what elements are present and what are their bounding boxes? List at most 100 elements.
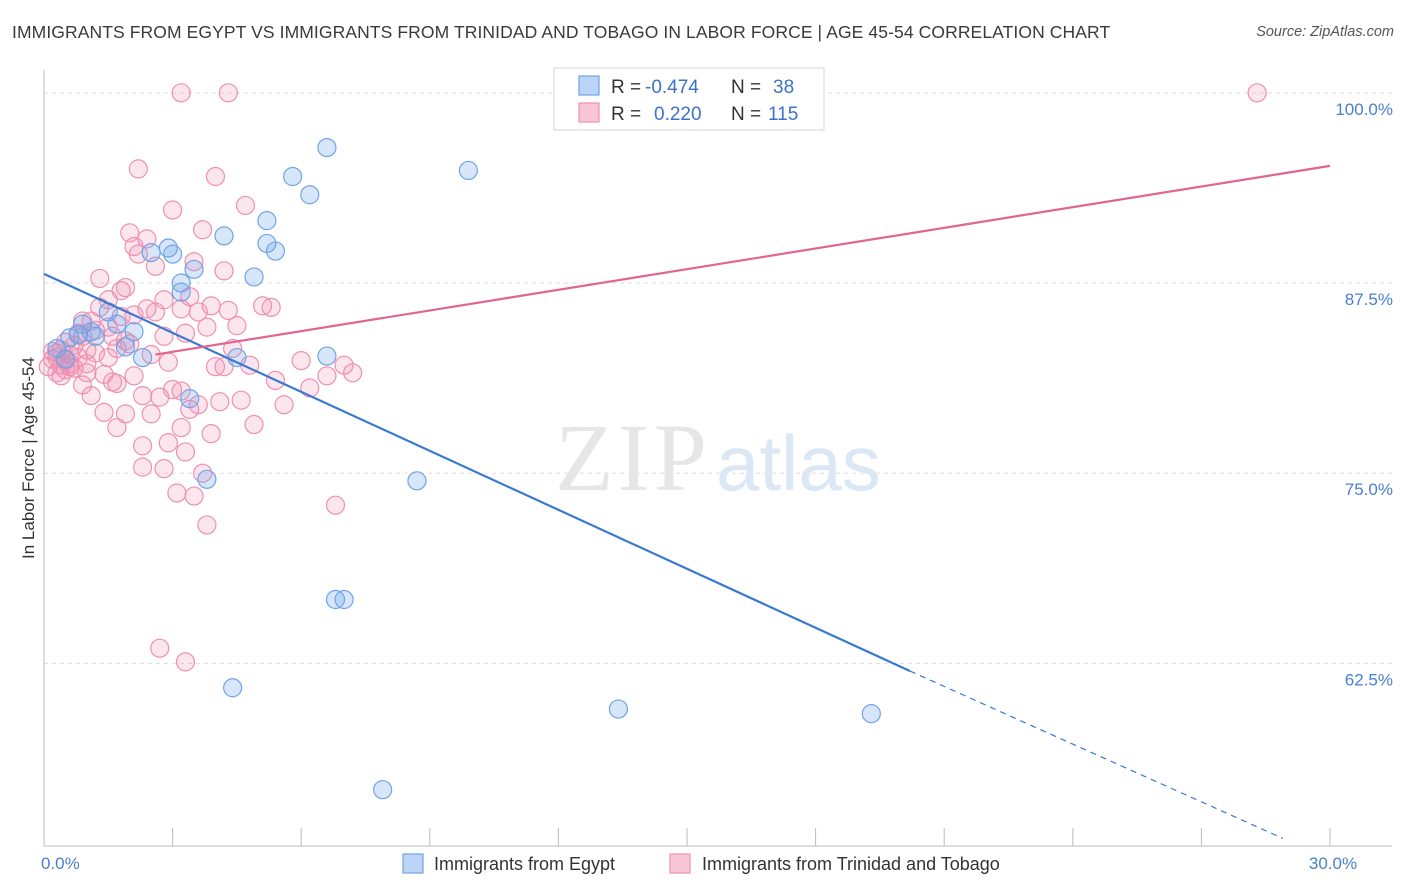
egypt-trend-line <box>43 272 911 673</box>
y-tick-label-3: 62.5% <box>1345 670 1393 689</box>
trinidad-point <box>107 417 127 438</box>
trinidad-point <box>132 457 153 477</box>
egypt-point <box>197 469 217 489</box>
bottom-legend-egypt-swatch <box>402 853 424 874</box>
legend-trinidad-r-label: R = <box>611 104 641 125</box>
egypt-point <box>244 267 264 287</box>
trinidad-point <box>300 378 320 398</box>
legend-egypt-swatch <box>578 75 600 96</box>
trinidad-point <box>210 392 230 412</box>
egypt-point <box>283 166 303 187</box>
trinidad-point <box>98 347 118 368</box>
trinidad-point <box>1247 83 1267 103</box>
bottom-legend-trinidad-swatch <box>669 853 691 874</box>
egypt-point <box>861 704 881 724</box>
bottom-legend-trinidad-label: Immigrants from Trinidad and Tobago <box>702 854 1000 874</box>
trinidad-point <box>141 404 161 424</box>
trinidad-point <box>102 326 123 346</box>
egypt-point <box>141 242 161 263</box>
trend-lines <box>43 164 1331 839</box>
trinidad-point <box>132 436 153 456</box>
trinidad-point <box>227 316 247 336</box>
x-tick-label-0: 0.0% <box>41 854 80 873</box>
legend-egypt-n-label: N = <box>731 77 761 98</box>
trinidad-point <box>175 442 196 462</box>
egypt-point <box>334 589 354 610</box>
egypt-point <box>223 678 243 698</box>
trinidad-point <box>218 83 238 103</box>
chart-title: IMMIGRANTS FROM EGYPT VS IMMIGRANTS FROM… <box>12 22 1111 42</box>
egypt-point <box>300 185 320 205</box>
egypt-point <box>608 699 629 719</box>
egypt-point <box>227 347 247 368</box>
egypt-point <box>180 389 200 409</box>
trinidad-point <box>115 404 136 424</box>
egypt-point <box>257 211 277 231</box>
trinidad-point <box>291 351 311 371</box>
legend-trinidad-n-value: 115 <box>768 104 798 125</box>
trinidad-point <box>171 417 191 438</box>
trinidad-point <box>197 317 217 337</box>
trinidad-point <box>124 366 144 386</box>
trinidad-point <box>167 483 187 503</box>
egypt-point <box>132 347 153 368</box>
egypt-point <box>107 314 127 334</box>
trinidad-point <box>154 459 174 479</box>
egypt-point <box>184 259 204 279</box>
egypt-trend-extension <box>909 670 1284 839</box>
legend-trinidad-n-label: N = <box>731 104 761 125</box>
trinidad-point <box>244 414 264 435</box>
trinidad-point <box>163 200 183 220</box>
trinidad-point <box>184 486 204 506</box>
trinidad-point <box>107 373 127 394</box>
egypt-point <box>265 241 286 261</box>
trinidad-point <box>235 195 256 216</box>
egypt-point <box>214 226 234 246</box>
egypt-point <box>163 244 183 264</box>
legend-egypt-r-label: R = <box>611 77 641 98</box>
egypt-points <box>47 138 881 800</box>
y-tick-label-0: 100.0% <box>1335 100 1393 119</box>
trinidad-point <box>115 277 136 298</box>
trinidad-point <box>90 268 110 289</box>
trinidad-point <box>193 220 213 240</box>
egypt-point <box>373 780 393 800</box>
trinidad-point <box>201 424 221 444</box>
trinidad-point <box>343 363 363 383</box>
trinidad-point <box>201 296 221 316</box>
egypt-point <box>124 322 144 342</box>
series-legend: Immigrants from Egypt Immigrants from Tr… <box>402 853 1000 874</box>
egypt-point <box>317 138 337 158</box>
watermark-zip: ZIP <box>555 404 711 511</box>
trinidad-point <box>231 390 251 410</box>
legend-egypt-n-value: 38 <box>773 77 794 98</box>
y-tick-labels: 100.0% 87.5% 75.0% 62.5% <box>1335 100 1393 690</box>
trinidad-trend-line <box>155 164 1331 356</box>
trinidad-points <box>38 83 1267 672</box>
legend-egypt-r-value: -0.474 <box>645 77 699 98</box>
y-tick-label-1: 87.5% <box>1345 290 1393 309</box>
watermark-atlas: atlas <box>716 419 881 507</box>
trinidad-point <box>180 399 200 419</box>
trinidad-point <box>261 297 281 317</box>
legend-trinidad-r-value: 0.220 <box>654 104 702 125</box>
trinidad-point <box>274 395 294 415</box>
trinidad-point <box>77 363 97 383</box>
trinidad-point <box>154 290 174 310</box>
correlation-legend: R = -0.474 N = 38 R = 0.220 N = 115 <box>553 67 825 131</box>
y-tick-label-2: 75.0% <box>1345 480 1393 499</box>
trinidad-point <box>205 166 226 187</box>
watermark: ZIP atlas <box>555 404 881 511</box>
egypt-point <box>85 326 106 346</box>
egypt-point <box>55 349 76 369</box>
trinidad-point <box>51 366 71 386</box>
axes <box>43 70 1392 847</box>
trinidad-point <box>150 638 170 658</box>
x-tick-labels: 0.0% 30.0% <box>41 854 1357 873</box>
trinidad-point <box>158 433 178 453</box>
y-axis-label: In Labor Force | Age 45-54 <box>19 357 38 559</box>
trinidad-point <box>128 159 148 179</box>
egypt-point <box>317 346 337 366</box>
gridlines <box>44 92 1392 664</box>
